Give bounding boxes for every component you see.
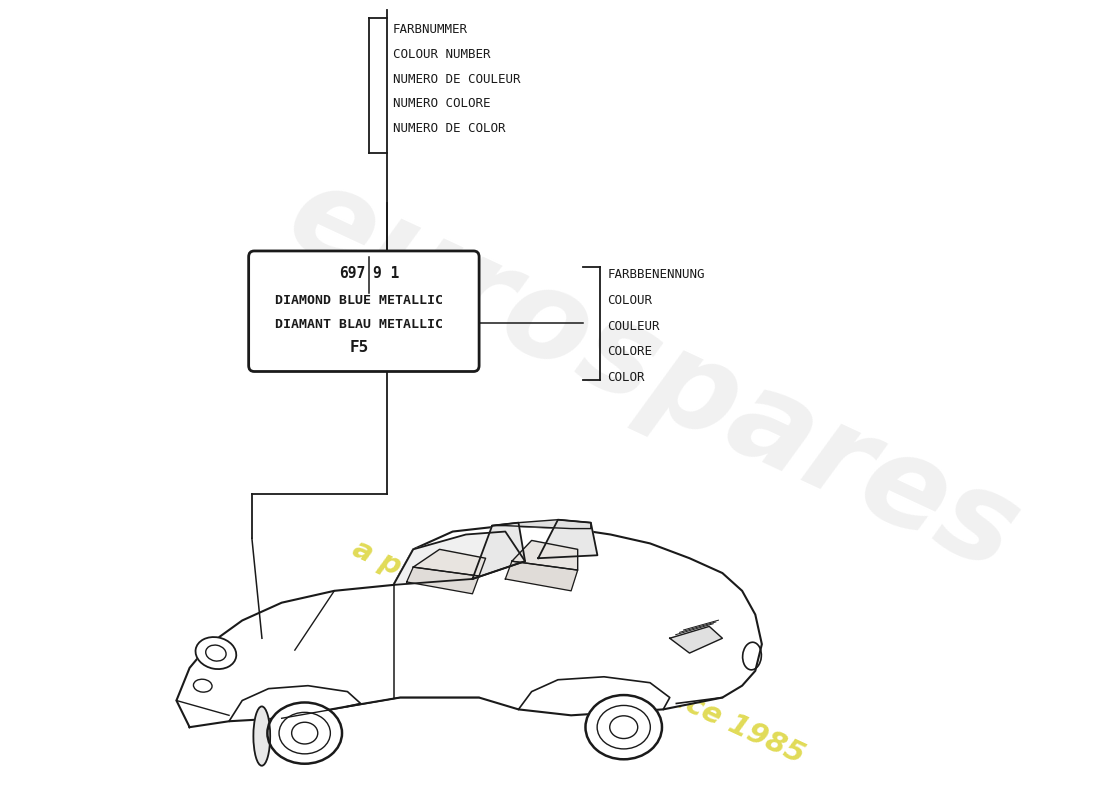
Polygon shape	[472, 522, 525, 579]
Text: FARBBENENNUNG: FARBBENENNUNG	[607, 268, 705, 281]
Text: COLOR: COLOR	[607, 371, 645, 384]
Text: 9 1: 9 1	[373, 266, 399, 281]
Text: eurospares: eurospares	[270, 154, 1037, 598]
Polygon shape	[670, 626, 723, 653]
Text: FARBNUMMER: FARBNUMMER	[393, 23, 468, 36]
Text: COLOUR NUMBER: COLOUR NUMBER	[393, 48, 491, 61]
Text: F5: F5	[350, 340, 368, 355]
Ellipse shape	[196, 637, 236, 669]
Text: NUMERO DE COLOR: NUMERO DE COLOR	[393, 122, 505, 135]
Text: COLOUR: COLOUR	[607, 294, 652, 307]
Polygon shape	[407, 567, 478, 594]
Text: NUMERO COLORE: NUMERO COLORE	[393, 98, 491, 110]
Polygon shape	[538, 520, 597, 558]
Text: DIAMANT BLAU METALLIC: DIAMANT BLAU METALLIC	[275, 318, 443, 330]
Ellipse shape	[585, 695, 662, 759]
Polygon shape	[176, 526, 762, 727]
Polygon shape	[414, 550, 485, 576]
Polygon shape	[505, 561, 578, 591]
Text: DIAMOND BLUE METALLIC: DIAMOND BLUE METALLIC	[275, 294, 443, 307]
Polygon shape	[394, 531, 525, 585]
Text: NUMERO DE COULEUR: NUMERO DE COULEUR	[393, 73, 520, 86]
Polygon shape	[512, 541, 578, 570]
FancyBboxPatch shape	[249, 251, 480, 371]
Ellipse shape	[267, 702, 342, 764]
Text: 697: 697	[340, 266, 365, 281]
Ellipse shape	[253, 706, 271, 766]
Text: a passion for parts since 1985: a passion for parts since 1985	[348, 534, 808, 770]
Polygon shape	[492, 520, 591, 529]
Text: COULEUR: COULEUR	[607, 319, 660, 333]
Text: COLORE: COLORE	[607, 346, 652, 358]
